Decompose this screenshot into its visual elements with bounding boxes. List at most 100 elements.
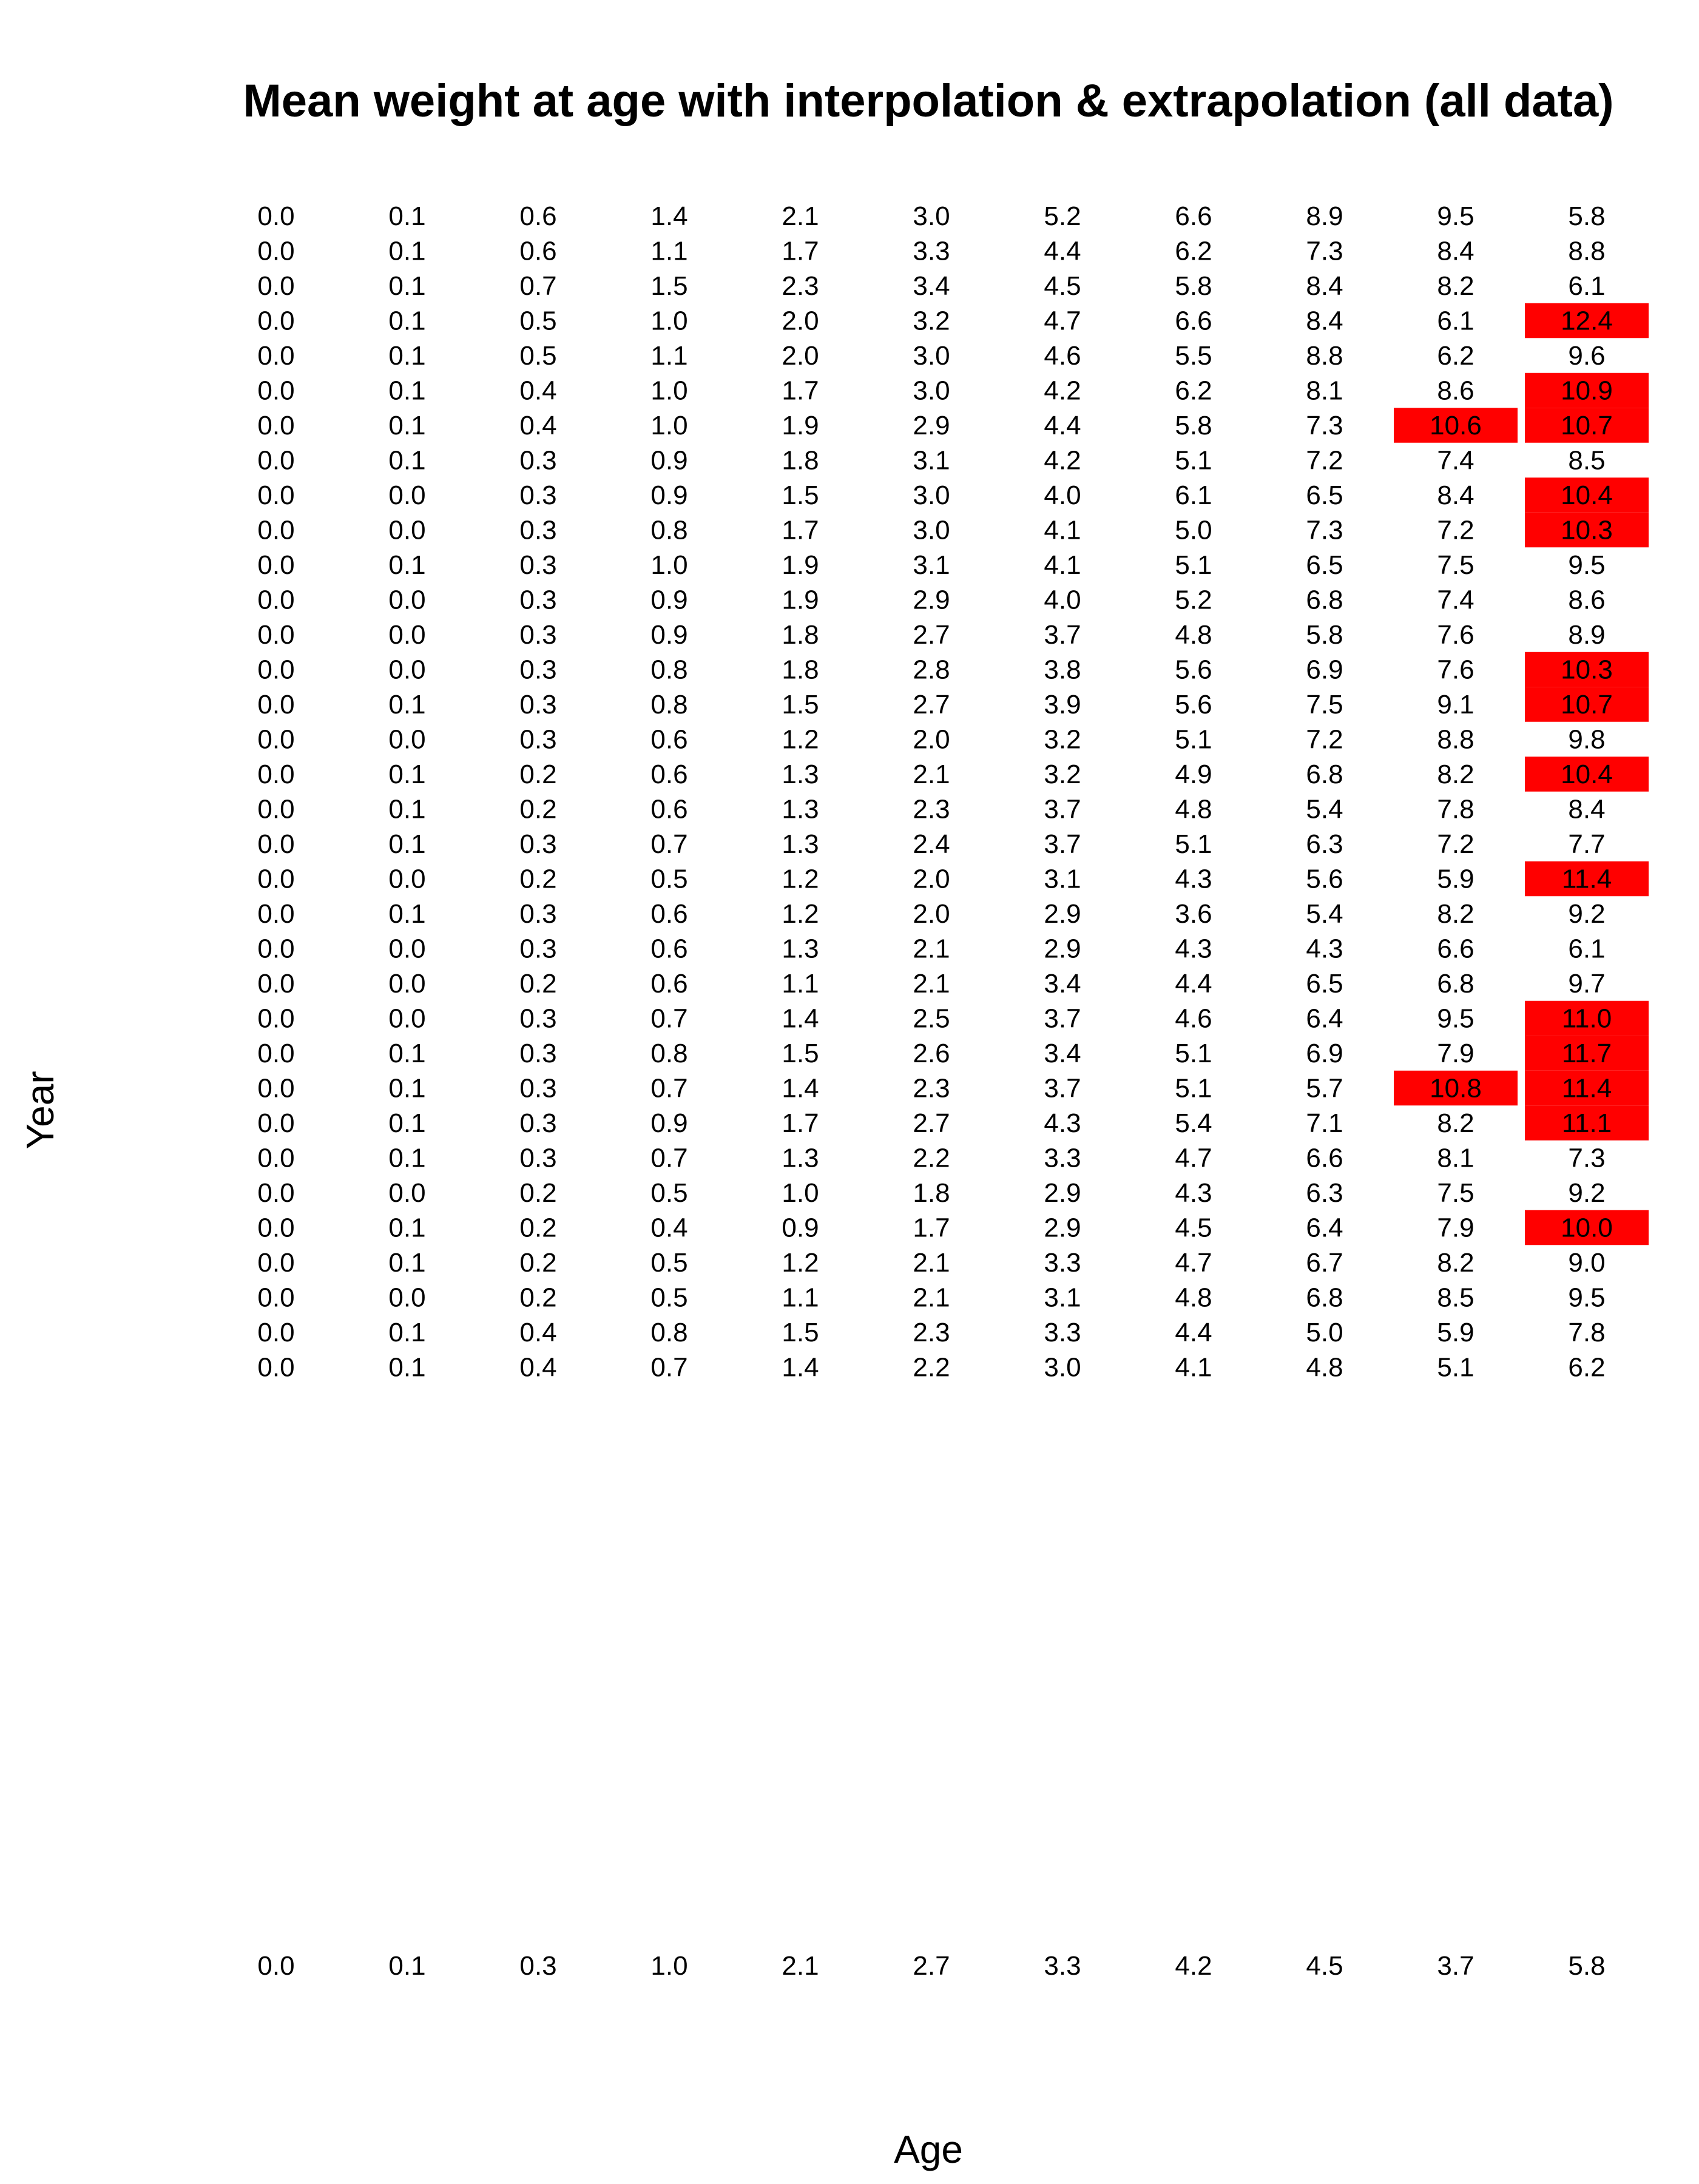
heatmap-cell-label: 0.3	[519, 1144, 556, 1173]
heatmap-cell-label: 10.0	[1561, 1213, 1613, 1243]
bottom-row-cell-label: 4.2	[1175, 1951, 1212, 1981]
heatmap-cell-label: 0.2	[519, 1213, 556, 1243]
heatmap-cell-label: 4.1	[1044, 550, 1081, 580]
heatmap-cell-label: 0.3	[519, 725, 556, 755]
heatmap-cell-label: 4.8	[1306, 1353, 1343, 1383]
heatmap-cell-label: 3.1	[1044, 864, 1081, 894]
heatmap-cell-label: 8.9	[1568, 620, 1605, 650]
heatmap-cell-label: 0.0	[257, 1213, 294, 1243]
heatmap-cell-label: 5.8	[1175, 271, 1212, 301]
heatmap-cell-label: 5.1	[1175, 446, 1212, 476]
bottom-row-cell-label: 0.3	[519, 1951, 556, 1981]
heatmap-cell-label: 3.9	[1044, 690, 1081, 720]
heatmap-cell-label: 0.6	[650, 934, 687, 964]
heatmap-cell-label: 0.3	[519, 516, 556, 545]
heatmap-cell-label: 6.6	[1175, 201, 1212, 231]
heatmap-cell-label: 0.0	[388, 725, 425, 755]
heatmap-cell-label: 3.1	[913, 446, 950, 476]
chart-title: Mean weight at age with interpolation & …	[243, 75, 1613, 127]
heatmap-cell-label: 0.0	[257, 690, 294, 720]
heatmap-cell-label: 1.3	[782, 795, 819, 824]
heatmap-cell-label: 1.0	[782, 1178, 819, 1208]
heatmap-cell-label: 4.1	[1044, 516, 1081, 545]
heatmap-cell-label: 4.8	[1175, 1283, 1212, 1313]
heatmap-cell-label: 9.2	[1568, 1178, 1605, 1208]
heatmap-cell-label: 1.1	[650, 237, 687, 266]
heatmap-cell-label: 0.0	[388, 1283, 425, 1313]
heatmap-cell-label: 5.9	[1437, 1318, 1474, 1347]
heatmap-cell-label: 1.8	[782, 620, 819, 650]
heatmap-cell-label: 6.2	[1175, 376, 1212, 406]
heatmap-cell-label: 5.4	[1175, 1108, 1212, 1138]
heatmap-cell-label: 1.4	[650, 201, 687, 231]
heatmap-cell-label: 1.7	[913, 1213, 950, 1243]
heatmap-cell-label: 7.8	[1437, 795, 1474, 824]
heatmap-cell-label: 5.2	[1044, 201, 1081, 231]
heatmap-cell-label: 0.7	[650, 829, 687, 859]
heatmap-cell-label: 0.7	[650, 1004, 687, 1034]
heatmap-cell-label: 4.2	[1044, 376, 1081, 406]
heatmap-cell-label: 8.5	[1568, 446, 1605, 476]
heatmap-cell-label: 4.4	[1044, 411, 1081, 440]
heatmap-cell-label: 0.0	[257, 1283, 294, 1313]
heatmap-cell-label: 0.0	[257, 1248, 294, 1278]
heatmap-cell-label: 9.5	[1568, 1283, 1605, 1313]
heatmap-cell-label: 8.9	[1306, 201, 1343, 231]
heatmap-cell-label: 0.1	[388, 341, 425, 371]
heatmap-cell-label: 2.9	[1044, 1213, 1081, 1243]
heatmap-cell-label: 6.6	[1437, 934, 1474, 964]
heatmap-cell-label: 0.0	[257, 237, 294, 266]
heatmap-cell-label: 0.3	[519, 1004, 556, 1034]
heatmap-cell-label: 8.2	[1437, 760, 1474, 789]
bottom-row-cell-label: 0.1	[388, 1951, 425, 1981]
heatmap-cell-label: 2.3	[913, 795, 950, 824]
heatmap-cell-label: 4.4	[1175, 969, 1212, 999]
heatmap-cell-label: 0.3	[519, 446, 556, 476]
heatmap-cell-label: 7.9	[1437, 1039, 1474, 1068]
heatmap-cell-label: 2.3	[913, 1074, 950, 1104]
heatmap-cell-label: 5.1	[1437, 1353, 1474, 1383]
heatmap-highlight-cell	[1525, 1036, 1649, 1071]
heatmap-cell-label: 0.8	[650, 1039, 687, 1068]
heatmap-cell-label: 0.1	[388, 201, 425, 231]
bottom-row-cell-label: 2.1	[782, 1951, 819, 1981]
heatmap-cell-label: 1.8	[782, 446, 819, 476]
heatmap-cell-label: 9.5	[1568, 550, 1605, 580]
heatmap-cell-label: 6.2	[1175, 237, 1212, 266]
heatmap-cell-label: 0.5	[650, 864, 687, 894]
heatmap-cell-label: 7.4	[1437, 446, 1474, 476]
heatmap-cell-label: 7.5	[1437, 1178, 1474, 1208]
heatmap-cell-label: 3.0	[1044, 1353, 1081, 1383]
heatmap-cell-label: 4.5	[1175, 1213, 1212, 1243]
heatmap-cell-label: 1.5	[782, 480, 819, 510]
heatmap-cell-label: 0.8	[650, 1318, 687, 1347]
heatmap-cell-label: 0.8	[650, 690, 687, 720]
heatmap-cell-label: 0.5	[519, 306, 556, 336]
heatmap-cell-label: 3.0	[913, 516, 950, 545]
heatmap-cell-label: 0.1	[388, 899, 425, 929]
heatmap-cell-label: 5.8	[1175, 411, 1212, 440]
heatmap-cell-label: 5.5	[1175, 341, 1212, 371]
heatmap-cell-label: 0.0	[388, 620, 425, 650]
heatmap-cell-label: 7.2	[1306, 725, 1343, 755]
heatmap-cell-label: 5.7	[1306, 1074, 1343, 1104]
heatmap-cell-label: 5.6	[1175, 655, 1212, 685]
heatmap-cell-label: 1.4	[782, 1004, 819, 1034]
heatmap-cell-label: 2.1	[913, 969, 950, 999]
heatmap-cell-label: 0.0	[257, 969, 294, 999]
heatmap-cell-label: 0.3	[519, 1108, 556, 1138]
heatmap-cell-label: 0.0	[257, 376, 294, 406]
heatmap-cell-label: 8.1	[1306, 376, 1343, 406]
heatmap-cell-label: 4.7	[1175, 1248, 1212, 1278]
heatmap-cell-label: 0.3	[519, 550, 556, 580]
heatmap-cell-label: 0.3	[519, 620, 556, 650]
heatmap-cell-label: 0.3	[519, 655, 556, 685]
heatmap-cell-label: 0.9	[650, 585, 687, 615]
heatmap-cell-label: 7.5	[1437, 550, 1474, 580]
heatmap-cell-label: 0.0	[257, 585, 294, 615]
heatmap-cell-label: 1.5	[782, 690, 819, 720]
heatmap-cell-label: 7.7	[1568, 829, 1605, 859]
heatmap-cell-label: 1.7	[782, 376, 819, 406]
heatmap-cell-label: 4.3	[1044, 1108, 1081, 1138]
heatmap-cell-label: 1.7	[782, 1108, 819, 1138]
